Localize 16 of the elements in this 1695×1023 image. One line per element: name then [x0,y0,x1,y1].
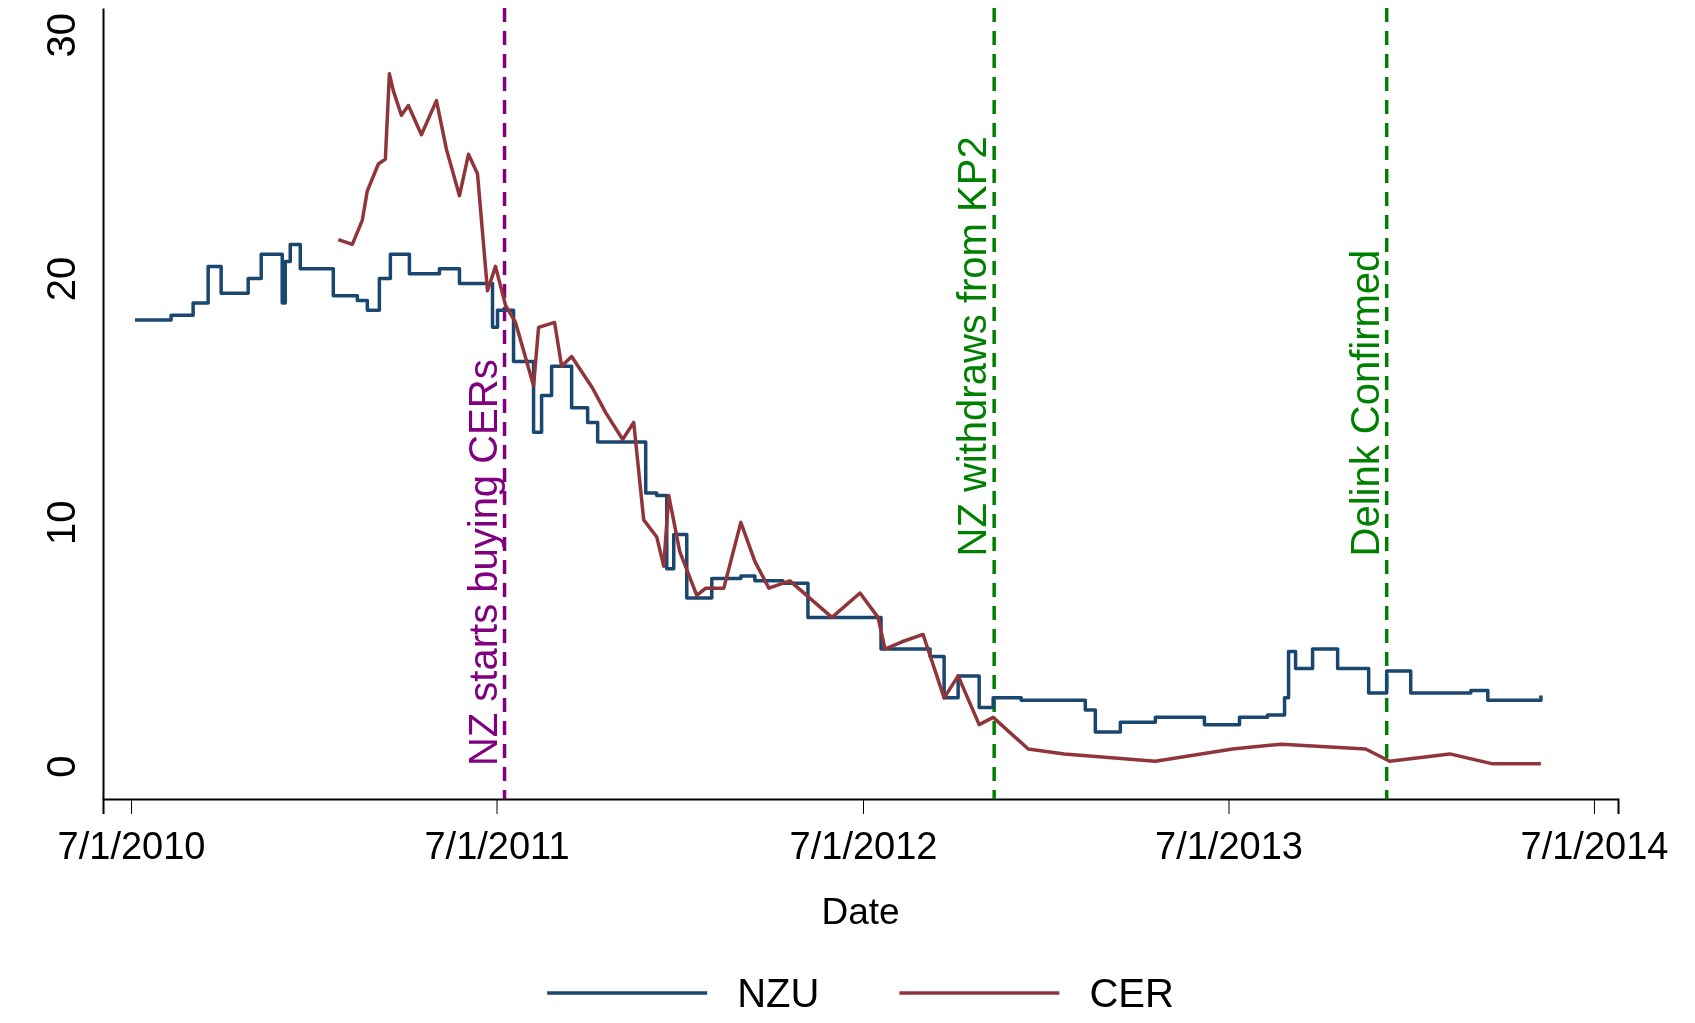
ref-line-label: Delink Confirmed [1342,249,1387,557]
line-series [336,72,1543,766]
x-tick-label: 7/1/2010 [57,824,206,867]
x-tick-label: 7/1/2014 [1520,824,1669,867]
y-tick-label: 30 [39,13,83,58]
legend-label: NZU [737,971,820,1015]
y-tick-label: 20 [39,256,83,302]
ref-line-label: NZ withdraws from KP2 [950,136,995,557]
y-tick-label: 0 [39,755,83,778]
x-tick-label: 7/1/2012 [789,824,938,867]
x-axis-title: Date [821,891,900,932]
legend-label: CER [1089,971,1174,1015]
y-tick-label: 10 [39,500,83,546]
x-tick-label: 7/1/2013 [1155,824,1303,867]
x-tick-label: 7/1/2011 [424,824,570,867]
ref-line-label: NZ starts buying CERs [460,359,505,767]
